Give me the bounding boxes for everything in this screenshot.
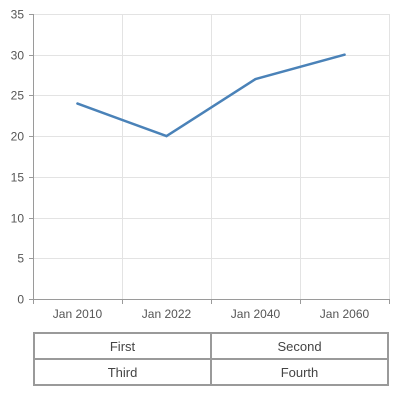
y-tick-label: 15	[11, 171, 25, 185]
y-tick-label: 20	[11, 130, 25, 144]
y-tick-label: 0	[17, 293, 24, 307]
line-chart: 0 5 10 15 20 25 30 35 Jan 2010 Jan 2022 Jan 2040 Ja…	[11, 8, 390, 321]
x-tick-label: Jan 2040	[231, 307, 281, 321]
data-point	[254, 77, 257, 81]
first-button[interactable]: First	[34, 333, 211, 359]
axes: 0 5 10 15 20 25 30 35 Jan 2010 Jan 2022 Jan 2040 Ja…	[11, 8, 390, 321]
second-button[interactable]: Second	[211, 333, 388, 359]
y-tick-label: 30	[11, 49, 25, 63]
fourth-button[interactable]: Fourth	[211, 359, 388, 385]
grid	[33, 14, 390, 299]
y-tick-label: 35	[11, 8, 25, 22]
data-point	[76, 102, 79, 105]
y-tick-label: 25	[11, 89, 25, 103]
y-tick-label: 5	[17, 252, 24, 266]
third-button[interactable]: Third	[34, 359, 211, 385]
series-line	[76, 53, 346, 138]
x-tick-label: Jan 2010	[53, 307, 103, 321]
x-tick-label: Jan 2060	[320, 307, 370, 321]
series	[76, 53, 346, 138]
data-point	[165, 134, 168, 138]
button-grid: First Second Third Fourth	[33, 332, 389, 386]
x-tick-label: Jan 2022	[142, 307, 192, 321]
data-point	[343, 53, 346, 56]
y-tick-label: 10	[11, 212, 25, 226]
